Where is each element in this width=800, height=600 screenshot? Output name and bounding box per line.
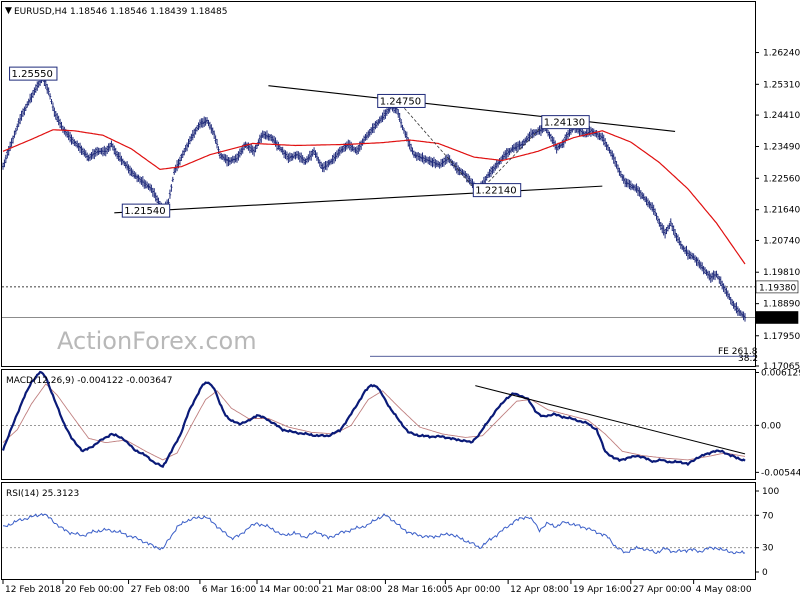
price-axis-label: 1.20740 xyxy=(763,236,800,246)
dropdown-arrow-icon[interactable]: ▼ xyxy=(5,6,12,16)
time-axis-label: 12 Feb 2018 xyxy=(5,585,61,595)
price-panel-frame xyxy=(1,1,756,367)
time-axis-label: 20 Feb 00:00 xyxy=(65,585,124,595)
price-axis-label: 1.19810 xyxy=(763,268,800,278)
price-annotation: 1.24130 xyxy=(541,115,590,130)
macd-main-line xyxy=(1,370,746,468)
price-annotation: 1.25550 xyxy=(9,66,58,81)
annotation-text: 1.24130 xyxy=(544,118,585,129)
dotted-projection-line xyxy=(400,104,479,193)
price-tag-box xyxy=(755,311,799,324)
rsi-axis-label: 70 xyxy=(762,511,774,521)
annotation-box xyxy=(121,203,171,218)
time-axis-label: 4 May 08:00 xyxy=(696,585,752,595)
annotation-box xyxy=(377,93,426,108)
annotation-text: 1.21540 xyxy=(124,206,165,217)
price-annotation: 1.22140 xyxy=(472,183,522,198)
macd-axis-label: 0.006129 xyxy=(761,368,800,378)
price-axis-label: 1.24410 xyxy=(763,111,800,121)
time-axis-label: 6 Mar 16:00 xyxy=(202,585,257,595)
rsi-axis-label: 30 xyxy=(762,544,774,554)
dotted-projection-line xyxy=(477,124,545,193)
watermark-text: ActionForex.com xyxy=(57,327,257,355)
price-axis-label: 1.17065 xyxy=(763,362,800,372)
time-axis-label: 5 Apr 00:00 xyxy=(447,585,500,595)
annotation-text: 1.25550 xyxy=(12,69,53,80)
time-axis-label: 19 Apr 16:00 xyxy=(573,585,632,595)
annotation-box xyxy=(9,66,58,81)
price-tag-box xyxy=(755,280,799,294)
rsi-layer: 100 70 30 0 xyxy=(2,487,779,578)
price-level-label: 1.19380 xyxy=(759,283,796,293)
annotation-text: 1.22140 xyxy=(475,186,516,197)
price-axis-label: 1.22560 xyxy=(763,174,800,184)
rsi-axis-label: 100 xyxy=(762,487,779,497)
price-annotation: 1.24750 xyxy=(377,93,426,108)
macd-trendline xyxy=(475,385,746,455)
rsi-line xyxy=(2,513,746,555)
time-axis-label: 12 Apr 08:00 xyxy=(510,585,569,595)
price-axis-label: 1.26240 xyxy=(763,49,800,59)
annotation-text: 1.24750 xyxy=(380,96,421,107)
macd-axis-label: -0.005448 xyxy=(761,468,800,478)
price-bars xyxy=(1,72,747,322)
fib-level-text: 38.2 xyxy=(738,354,758,364)
macd-layer: 0.006129 0.00 -0.005448 xyxy=(1,368,800,478)
time-axis-label: 28 Mar 16:00 xyxy=(387,585,447,595)
symbol-info-text: EURUSD,H4 1.18546 1.18546 1.18439 1.1848… xyxy=(14,7,227,17)
moving-average-line xyxy=(2,129,746,265)
time-axis-label: 27 Feb 08:00 xyxy=(131,585,190,595)
macd-title: MACD(12,26,9) -0.004122 -0.003647 xyxy=(6,376,172,386)
price-axis-label: 1.21640 xyxy=(763,206,800,216)
price-axis-label: 1.17950 xyxy=(763,332,800,342)
time-axis-label: 27 Apr 00:00 xyxy=(633,585,692,595)
macd-panel-frame xyxy=(1,369,756,480)
time-axis-label: 21 Mar 08:00 xyxy=(322,585,382,595)
trendline xyxy=(114,185,603,214)
annotation-box xyxy=(472,183,522,198)
time-axis-label: 14 Mar 00:00 xyxy=(259,585,319,595)
rsi-axis-label: 0 xyxy=(762,568,768,578)
price-axis-label: 1.23490 xyxy=(763,142,800,152)
price-layer: 1.25550 1.21540 1.24750 1.22140 1.24130 FE 26… xyxy=(1,66,758,364)
price-axis-label: 1.25310 xyxy=(763,80,800,90)
macd-signal-line xyxy=(2,383,746,461)
rsi-title: RSI(14) 25.3123 xyxy=(6,489,79,499)
rsi-panel-frame xyxy=(1,482,756,580)
trendline xyxy=(268,85,676,133)
annotation-box xyxy=(541,115,590,130)
axis-layer: 1.26240 1.25310 1.24410 1.23490 1.22560 1.216… xyxy=(2,49,800,595)
current-price-label: 1.18485 xyxy=(759,314,796,324)
price-annotation: 1.21540 xyxy=(121,203,171,218)
price-axis-label: 1.18890 xyxy=(763,300,800,310)
macd-axis-label: 0.00 xyxy=(761,421,781,431)
fib-label-text: FE 261.8 xyxy=(718,347,758,357)
